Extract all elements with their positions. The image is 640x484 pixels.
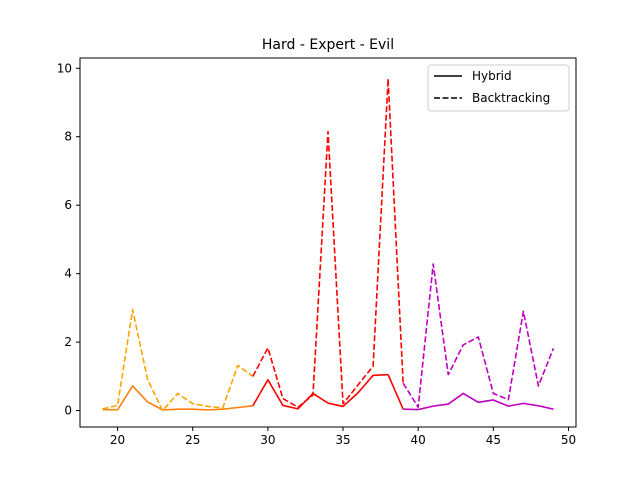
- y-tick-label: 2: [64, 335, 72, 349]
- x-tick-label: 30: [260, 433, 275, 447]
- x-tick-label: 25: [185, 433, 200, 447]
- y-tick-label: 10: [57, 61, 72, 75]
- connector-line-0: [387, 374, 404, 410]
- series-line-expert-backtracking: [252, 79, 389, 408]
- y-axis: 0 2 4 6 8 10: [57, 61, 80, 418]
- legend: Hybrid Backtracking: [427, 64, 570, 112]
- legend-box: [427, 64, 570, 112]
- series-line-hard-backtracking: [102, 308, 254, 412]
- x-axis: 20 25 30 35 40 45 50: [110, 427, 576, 447]
- x-tick-label: 35: [335, 433, 350, 447]
- y-tick-label: 0: [64, 404, 72, 418]
- series-line-evil-backtracking: [402, 263, 555, 408]
- plot-lines: [102, 79, 555, 412]
- y-tick-label: 8: [64, 130, 72, 144]
- x-tick-label: 45: [486, 433, 501, 447]
- legend-label-hybrid: Hybrid: [472, 69, 512, 83]
- x-tick-label: 50: [561, 433, 576, 447]
- series-line-hard-hybrid: [102, 385, 253, 411]
- legend-label-backtracking: Backtracking: [472, 91, 550, 105]
- y-tick-label: 4: [64, 267, 72, 281]
- chart-title: Hard - Expert - Evil: [262, 37, 394, 53]
- y-tick-label: 6: [64, 198, 72, 212]
- series-line-evil-hybrid: [403, 392, 554, 411]
- plot-frame: [79, 57, 577, 428]
- series-line-expert-hybrid: [252, 373, 389, 410]
- x-tick-label: 20: [110, 433, 125, 447]
- x-tick-label: 40: [411, 433, 426, 447]
